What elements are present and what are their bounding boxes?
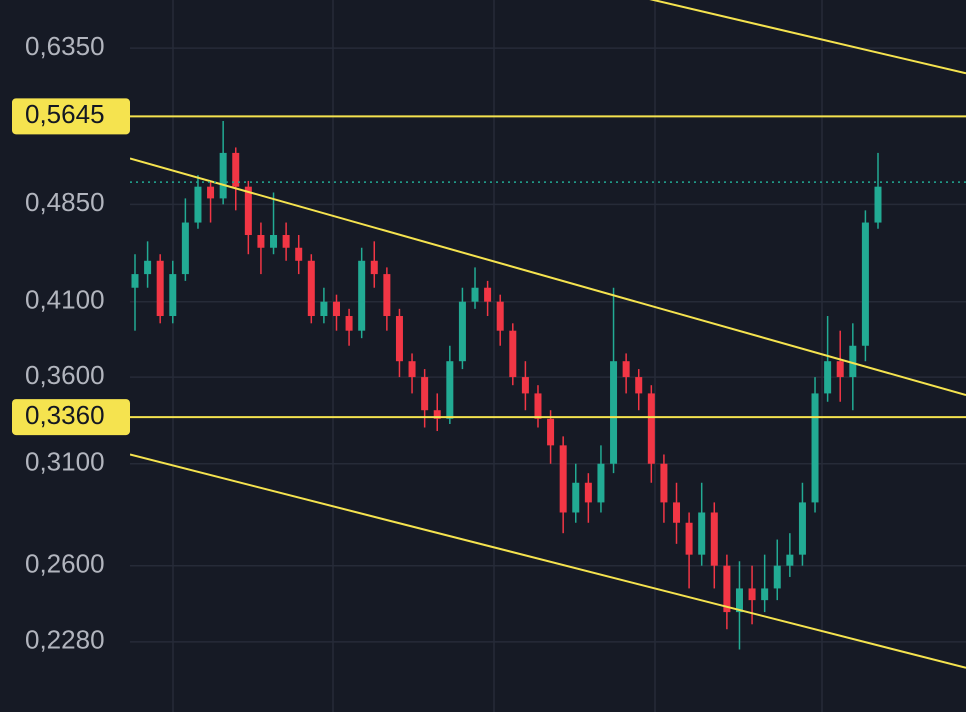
candle-body (471, 287, 479, 302)
candle-body (572, 482, 580, 513)
candle-body (421, 377, 429, 411)
candle-body (169, 274, 177, 317)
y-tick-label: 0,4100 (25, 285, 105, 315)
candle-body (698, 512, 706, 555)
candle-body (798, 502, 806, 555)
candle-body (836, 361, 844, 378)
candle-body (408, 361, 416, 378)
candle-body (534, 393, 542, 419)
candle-body (622, 361, 630, 378)
candle-body (433, 410, 441, 419)
candle-body (647, 393, 655, 464)
y-tick-label: 0,2600 (25, 549, 105, 579)
price-line-label: 0,5645 (25, 99, 105, 129)
candle-body (181, 222, 189, 275)
candle-body (748, 588, 756, 601)
overlay-lines (130, 0, 966, 669)
trend-line (649, 0, 966, 75)
candle-body (282, 235, 290, 248)
candle-body (660, 463, 668, 503)
candle-body (219, 152, 227, 199)
candle-body (685, 522, 693, 555)
candle-body (370, 260, 378, 275)
candle-body (358, 260, 366, 331)
candle-body (194, 186, 202, 223)
candle-body (723, 565, 731, 613)
time-grid (172, 0, 823, 712)
candle-body (584, 482, 592, 503)
candle-body (710, 512, 718, 566)
candle-body (270, 235, 278, 248)
candle-body (521, 377, 529, 394)
y-tick-label: 0,6350 (25, 31, 105, 61)
candle-body (383, 274, 391, 317)
candle-body (484, 287, 492, 302)
candle-body (509, 330, 517, 378)
candle-body (673, 502, 681, 523)
candle-body (610, 361, 618, 464)
candle-body (761, 588, 769, 601)
candles (131, 120, 882, 650)
candle-body (773, 565, 781, 589)
axis-labels: 0,6350 0,4850 0,4100 0,3600 0,3100 0,2600 0,22… (12, 31, 130, 655)
price-line-label-box (12, 399, 130, 436)
candle-body (332, 301, 340, 317)
candle-body (849, 345, 857, 378)
candle-body (547, 418, 555, 446)
candle-body (811, 393, 819, 503)
trend-line (130, 157, 966, 397)
candle-body (320, 301, 328, 317)
candle-body (131, 274, 139, 288)
candle-body (861, 222, 869, 346)
candle-body (496, 301, 504, 331)
candle-body (307, 260, 315, 317)
y-tick-label: 0,4850 (25, 187, 105, 217)
y-tick-label: 0,3100 (25, 447, 105, 477)
candle-body (597, 463, 605, 503)
candle-body (635, 377, 643, 394)
candle-body (824, 361, 832, 394)
trend-line (130, 453, 966, 669)
candle-body (458, 301, 466, 362)
candle-body (244, 186, 252, 236)
candle-body (446, 361, 454, 419)
candle-body (207, 186, 215, 199)
price-line-label-box (12, 98, 130, 135)
candle-body (345, 316, 353, 331)
y-tick-label: 0,3600 (25, 360, 105, 390)
y-tick-label: 0,2280 (25, 625, 105, 655)
price-line-label: 0,3360 (25, 400, 105, 430)
candle-body (559, 445, 567, 513)
candle-body (735, 588, 743, 613)
candle-body (295, 247, 303, 261)
candle-body (395, 316, 403, 362)
candle-body (156, 260, 164, 317)
candle-body (874, 186, 882, 223)
candle-body (786, 554, 794, 566)
candle-body (257, 235, 265, 248)
candle-body (232, 152, 240, 187)
candle-body (144, 260, 152, 275)
